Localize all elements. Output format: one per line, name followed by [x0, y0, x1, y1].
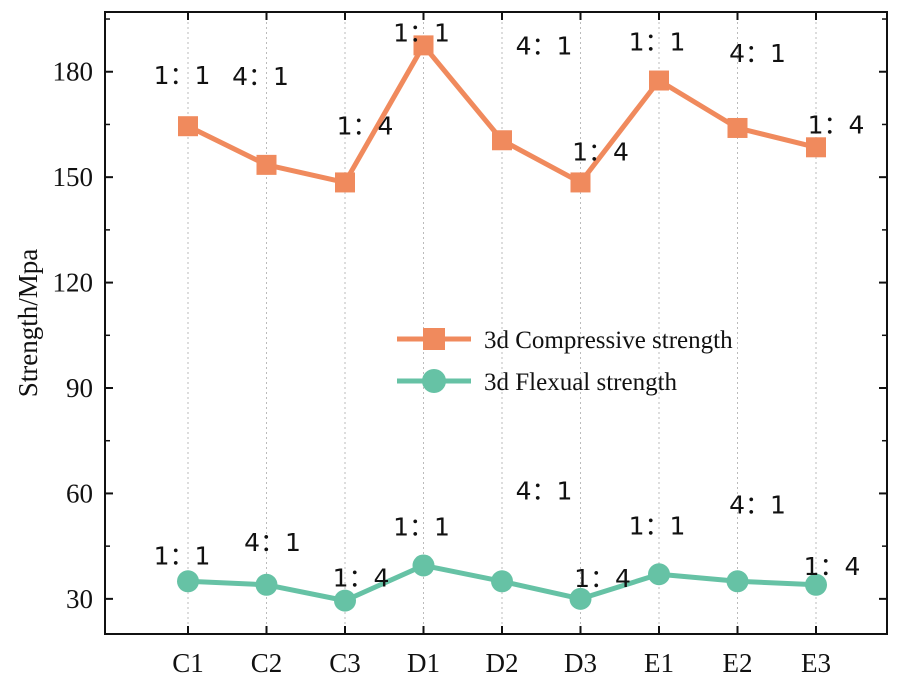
ratio-label: 1：1	[393, 18, 450, 47]
ratio-label: 1：1	[393, 512, 450, 541]
axes: C1 C2 C3 D1 D2 D3 E1 E2 E3 30 60 90 120 150 180	[53, 12, 887, 678]
data-point-square	[256, 154, 277, 175]
y-tick-label: 90	[66, 373, 93, 403]
ratio-label: 1：4	[804, 552, 861, 581]
legend-label: 3d Flexual strength	[484, 369, 678, 396]
y-tick-label: 120	[53, 268, 94, 298]
ratio-label: 1：4	[808, 110, 865, 139]
ratio-label: 1：4	[572, 137, 629, 166]
ratio-label: 1：4	[337, 111, 394, 140]
y-tick-label: 150	[53, 162, 94, 192]
ratio-label: 1：1	[629, 28, 686, 57]
ratio-label: 4：1	[729, 490, 786, 519]
gridlines	[187, 12, 817, 634]
x-tick-label: E1	[644, 648, 674, 678]
data-point-circle	[255, 573, 278, 596]
x-tick-label: E3	[801, 648, 831, 678]
data-point-circle	[412, 554, 435, 577]
data-point-square	[727, 117, 748, 138]
data-point-circle	[805, 573, 827, 596]
y-tick-label: 30	[66, 584, 93, 614]
data-point-square	[806, 137, 826, 158]
x-tick-label: E2	[723, 648, 753, 678]
legend-label: 3d Compressive strength	[484, 327, 733, 354]
data-point-circle	[334, 589, 356, 612]
data-point-circle	[569, 587, 592, 610]
x-tick-label: D1	[407, 648, 440, 678]
data-point-square	[178, 116, 198, 137]
ratio-label: 1：4	[574, 564, 631, 593]
x-tick-label: C1	[172, 648, 204, 678]
data-point-square	[649, 70, 669, 91]
legend-marker-square	[423, 328, 445, 350]
x-tick-label: C3	[329, 648, 361, 678]
ratio-label: 1：1	[154, 61, 211, 90]
x-tick-label: D2	[486, 648, 519, 678]
ratio-label: 4：1	[729, 39, 786, 68]
legend: 3d Compressive strength 3d Flexual streng…	[397, 327, 733, 396]
data-point-circle	[648, 563, 670, 586]
ratio-label: 1：1	[154, 541, 211, 570]
data-point-square	[413, 35, 434, 56]
data-point-square	[335, 172, 355, 193]
x-tick-label: C2	[251, 648, 283, 678]
ratio-label: 4：1	[244, 528, 301, 557]
data-point-circle	[726, 570, 749, 593]
data-point-circle	[177, 570, 199, 593]
y-tick-label: 180	[53, 57, 94, 87]
ratio-labels: 1：1 4：11：41：1 4：11：41：1 4：11：41：1 4：11：41：14…	[154, 18, 865, 592]
data-point-square	[492, 130, 512, 151]
data-point-circle	[491, 570, 513, 593]
plot-frame	[104, 11, 888, 635]
series	[177, 35, 827, 612]
ratio-label: 1：4	[333, 564, 390, 593]
x-tick-label: D3	[564, 648, 597, 678]
legend-marker-circle	[422, 369, 446, 393]
ratio-label: 1：1	[629, 511, 686, 540]
y-axis-title: Strength/Mpa	[13, 249, 43, 398]
ratio-label: 4：1	[516, 476, 573, 505]
y-tick-label: 60	[66, 478, 93, 508]
ratio-label: 4：1	[232, 62, 289, 91]
ratio-label: 4：1	[516, 31, 573, 60]
data-point-square	[570, 172, 591, 193]
